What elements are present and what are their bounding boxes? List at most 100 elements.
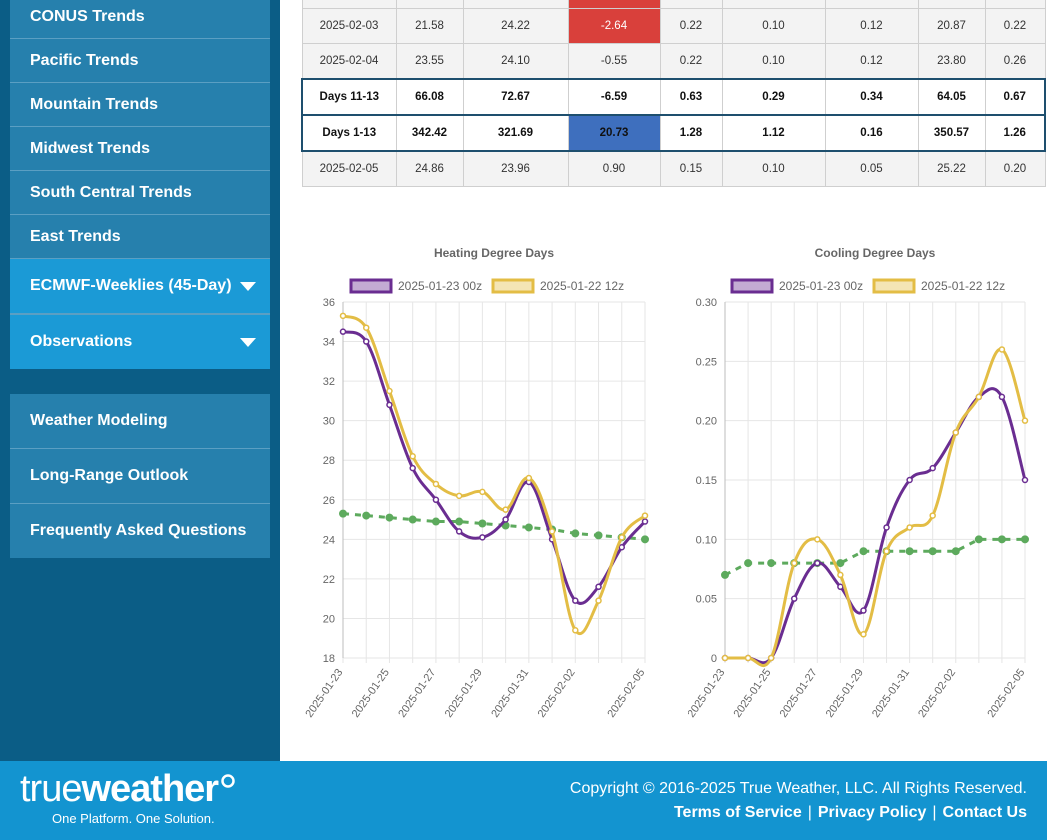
terms-of-service-link[interactable]: Terms of Service (673, 804, 802, 821)
x-tick-label: 2025-01-27 (396, 667, 438, 720)
legend-label: 2025-01-22 12z (540, 279, 624, 293)
nav-long-range-outlook[interactable]: Long-Range Outlook (10, 449, 270, 504)
table-cell: 72.67 (462, 78, 569, 116)
data-point (595, 583, 602, 591)
data-point (548, 528, 556, 535)
data-point (974, 535, 983, 544)
nav-south-central-trends[interactable]: South Central Trends (10, 171, 270, 215)
y-tick-label: 0.10 (696, 534, 717, 546)
table-cell: 2025-02-03 (301, 8, 397, 44)
data-point (479, 488, 486, 496)
x-tick-label: 2025-02-05 (605, 667, 647, 720)
table-cell: 0.90 (567, 150, 661, 187)
data-point (386, 387, 393, 395)
y-tick-label: 0.30 (696, 297, 717, 309)
data-point (928, 547, 937, 556)
table-cell (721, 0, 826, 9)
data-point (478, 519, 487, 528)
data-point (641, 518, 649, 525)
y-tick-label: 36 (323, 297, 335, 309)
table-cell: 24.10 (462, 43, 569, 80)
data-point (998, 393, 1006, 401)
table-cell: 0.12 (824, 43, 919, 80)
data-point (836, 559, 845, 568)
y-tick-label: 20 (323, 613, 335, 625)
privacy-policy-link[interactable]: Privacy Policy (817, 804, 927, 821)
data-point (479, 534, 486, 541)
x-tick-label: 2025-01-23 (688, 667, 727, 720)
nav-label: Observations (30, 333, 133, 350)
table-cell: 321.69 (462, 114, 569, 152)
x-tick-label: 2025-01-25 (350, 667, 392, 720)
chart-title: Heating Degree Days (434, 246, 554, 260)
nav-mountain-trends[interactable]: Mountain Trends (10, 83, 270, 127)
data-point (859, 547, 868, 556)
nav-ecmwf-weeklies-dropdown[interactable]: ECMWF-Weeklies (45-Day) (10, 259, 270, 314)
nav-conus-trends[interactable]: CONUS Trends (10, 0, 270, 39)
table-cell: 66.08 (395, 78, 464, 116)
table-cell: 0.10 (721, 43, 826, 80)
caret-down-icon (240, 337, 256, 347)
data-point (952, 429, 960, 436)
data-point (1021, 476, 1029, 484)
series-line (342, 314, 647, 635)
table-cell: 0.16 (824, 114, 919, 152)
data-point (618, 543, 626, 551)
logo-text-bold: weather (81, 768, 219, 810)
trueweather-logo[interactable]: trueweather One Platform. One Solution. (20, 769, 236, 826)
nav-east-trends[interactable]: East Trends (10, 215, 270, 259)
data-point (362, 511, 371, 520)
x-tick-label: 2025-02-05 (985, 667, 1027, 720)
data-point (929, 464, 936, 472)
data-point (409, 453, 416, 460)
x-tick-label: 2025-01-23 (303, 667, 345, 720)
y-tick-label: 0 (711, 653, 717, 665)
data-point (1021, 535, 1029, 544)
series-line (342, 330, 647, 605)
y-tick-label: 24 (323, 534, 335, 546)
data-point (386, 401, 393, 409)
table-cell (659, 0, 723, 9)
data-point (385, 513, 394, 522)
sidebar: CONUS Trends Pacific Trends Mountain Tre… (0, 0, 280, 761)
nav-pacific-trends[interactable]: Pacific Trends (10, 39, 270, 83)
data-point (906, 524, 913, 531)
table-cell: 350.57 (917, 114, 986, 152)
data-point (431, 517, 440, 526)
main-content: 2025-02-03 21.58 24.22 -2.64 0.22 0.10 0.12 20.… (280, 0, 1047, 761)
table-cell: 0.67 (984, 78, 1046, 116)
data-point (339, 312, 347, 320)
data-point (502, 506, 509, 513)
data-point (744, 654, 752, 662)
legend-swatch (491, 278, 535, 294)
nav-weather-modeling[interactable]: Weather Modeling (10, 394, 270, 449)
y-tick-label: 22 (323, 574, 335, 586)
nav-faq[interactable]: Frequently Asked Questions (10, 504, 270, 558)
data-point (790, 595, 798, 602)
series-line (725, 347, 1027, 668)
table-cell: 20.87 (917, 8, 986, 44)
nav-label: Frequently Asked Questions (30, 522, 247, 539)
cooling-degree-days-chart: Cooling Degree Days 2025-01-23 00z 2025-01… (688, 246, 1029, 720)
contact-us-link[interactable]: Contact Us (942, 804, 1027, 821)
data-point (572, 597, 579, 604)
table-cell: 20.73 (567, 114, 661, 152)
table-cell: 0.12 (824, 8, 919, 44)
nav-midwest-trends[interactable]: Midwest Trends (10, 127, 270, 171)
table-cell (567, 0, 661, 9)
data-point (525, 474, 533, 482)
data-point (860, 631, 867, 638)
legend-swatch (349, 278, 393, 294)
table-cell: 342.42 (395, 114, 464, 152)
data-point (883, 524, 890, 531)
data-point (837, 571, 844, 579)
x-tick-label: 2025-01-29 (443, 667, 485, 720)
nav-group-resources: Weather Modeling Long-Range Outlook Freq… (10, 394, 270, 558)
data-point (906, 476, 913, 484)
data-point (455, 528, 463, 535)
table-cell: 0.26 (984, 43, 1046, 80)
table-cell (824, 0, 919, 9)
y-tick-label: 28 (323, 455, 335, 467)
data-point (641, 512, 649, 519)
nav-observations-dropdown[interactable]: Observations (10, 314, 270, 369)
